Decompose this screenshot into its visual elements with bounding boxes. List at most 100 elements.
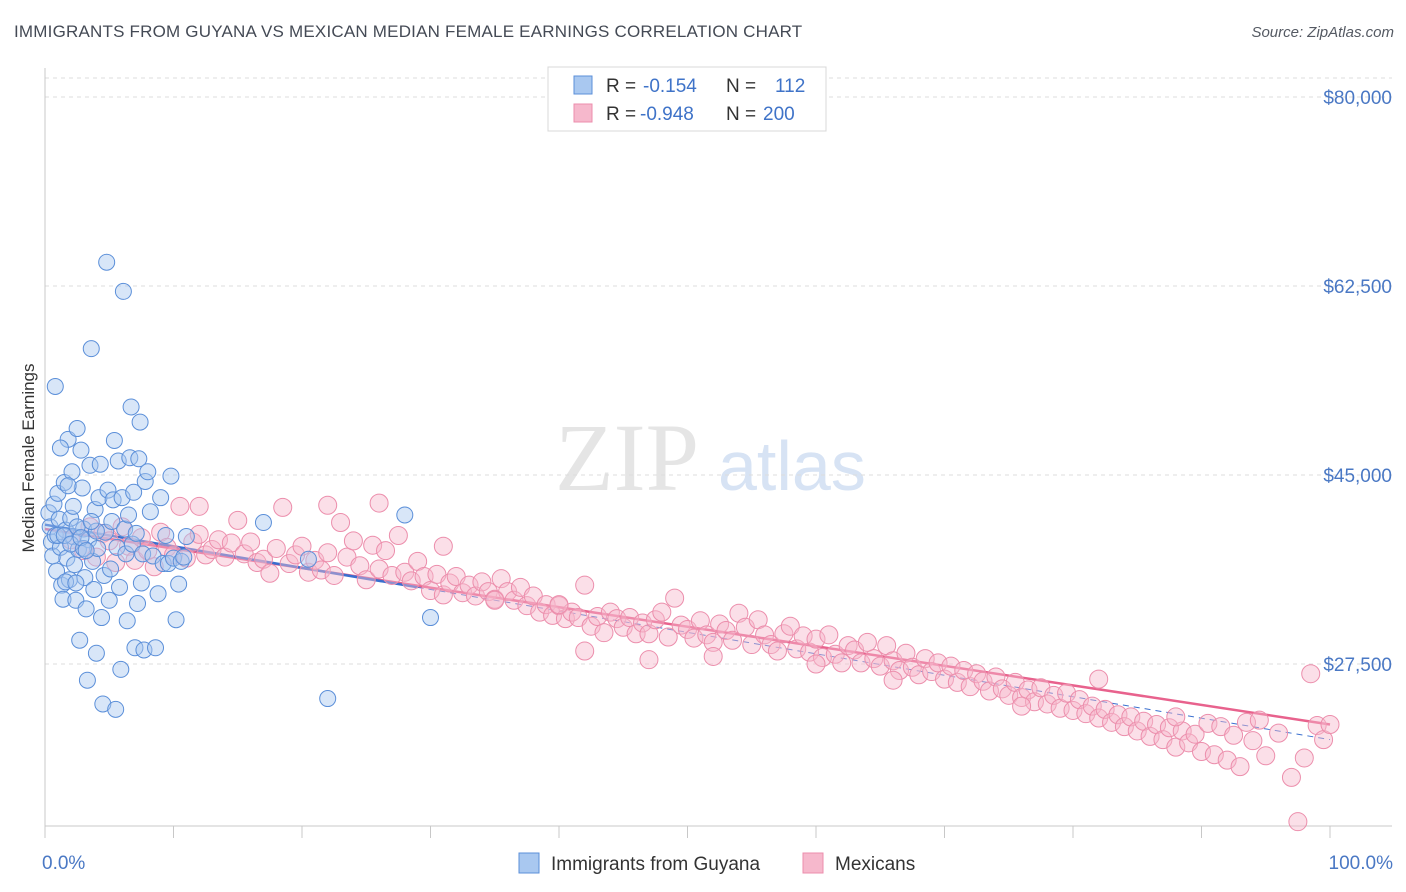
mexican-point [350,556,370,576]
guyana-point [396,506,414,524]
mexican-point [196,545,216,565]
mexican-point [967,664,987,684]
mexican-point [253,549,273,569]
guyana-point [94,695,112,713]
mexican-point [1082,696,1102,716]
guyana-point [127,524,145,542]
chart-title: IMMIGRANTS FROM GUYANA VS MEXICAN MEDIAN… [14,22,803,41]
mexican-point [639,624,659,644]
guyana-point [120,506,138,524]
mexican-point [909,665,929,685]
mexican-point [986,667,1006,687]
legend-swatch-guyana [573,75,593,95]
mexican-point [1288,812,1308,832]
guyana-point [76,569,94,587]
guyana-point [175,548,193,566]
series-legend-swatch-guyana [518,852,540,874]
mexican-point [208,530,228,550]
mexican-point [652,602,672,622]
guyana-point [75,539,93,557]
mexican-point [890,660,910,680]
guyana-trend-line [44,523,418,589]
y-tick-label-0: $80,000 [1323,88,1392,109]
mexican-point [716,621,736,641]
mexican-point [774,624,794,644]
guyana-point [91,455,109,473]
guyana-point [96,523,114,541]
mexican-point [459,575,479,595]
guyana-point [129,595,147,613]
guyana-point [99,481,117,499]
guyana-point [111,578,129,596]
guyana-point [71,631,89,649]
guyana-point [95,566,113,584]
watermark: ZIP atlas [555,404,866,511]
mexican-point [658,627,678,647]
mexican-point [189,496,209,516]
mexican-point [382,565,402,585]
guyana-point [254,514,272,532]
mexican-point [620,608,640,628]
mexican-point [697,625,717,645]
legend-n-value-guyana: 112 [775,76,805,97]
legend-r-label-mexican: R = [606,104,636,125]
guyana-point [114,282,132,300]
mexican-point [356,570,376,590]
guyana-point [422,609,439,627]
guyana-points [40,253,439,718]
mexican-point [639,650,659,670]
guyana-point [141,503,159,521]
series-legend: Immigrants from Guyana Mexicans [518,852,915,875]
guyana-point [131,413,149,431]
guyana-point [154,555,172,573]
mexican-point [215,547,235,567]
mexican-point [1269,723,1289,743]
guyana-point [103,512,121,530]
mexican-point [369,493,389,513]
watermark-zip: ZIP [555,404,699,511]
guyana-point [139,463,157,481]
mexican-point [941,656,961,676]
guyana-point [125,483,143,501]
legend-n-value-mexican: 200 [763,104,795,125]
legend-swatch-mexican [573,103,593,123]
mexican-points [61,493,1340,832]
mexican-point [453,583,473,603]
guyana-point [78,671,96,689]
guyana-point [107,700,125,718]
mexican-point [472,572,492,592]
mexican-point [729,603,749,623]
guyana-point [130,450,148,468]
stats-legend: R = -0.154 N = 112 R = -0.948 N = 200 [547,66,827,132]
guyana-point [46,377,64,395]
guyana-point [87,644,105,662]
mexican-point [1063,700,1083,720]
mexican-point [530,602,550,622]
guyana-point [68,420,86,438]
mexican-point [645,610,665,630]
stats-legend-box [547,66,827,132]
mexican-point [1076,704,1096,724]
guyana-point [100,591,118,609]
guyana-point [177,528,195,546]
guyana-point [85,580,103,598]
mexican-point [549,595,569,615]
mexican-point [343,531,363,551]
x-tick-labels: 0.0% 100.0% [42,853,1393,874]
mexican-point [896,643,916,663]
guyana-point [152,489,170,507]
mexican-point [376,541,396,561]
guyana-point [134,545,152,563]
guyana-point [72,441,90,459]
mexican-point [870,656,890,676]
mexican-point [1198,713,1218,733]
mexican-point [780,616,800,636]
guyana-point [299,550,317,568]
guyana-point [319,690,337,708]
legend-r-value-guyana: -0.154 [643,76,697,97]
mexican-point [1294,748,1314,768]
guyana-point [49,526,67,544]
mexican-point [228,510,248,530]
guyana-point [162,467,180,485]
